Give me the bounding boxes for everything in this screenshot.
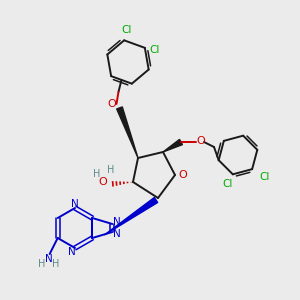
Text: Cl: Cl: [259, 172, 269, 182]
Polygon shape: [163, 140, 182, 152]
Text: N: N: [113, 217, 121, 227]
Text: Cl: Cl: [150, 45, 160, 55]
Text: H: H: [52, 259, 59, 269]
Text: O: O: [178, 170, 188, 180]
Text: O: O: [107, 99, 116, 109]
Text: N: N: [45, 254, 52, 264]
Text: O: O: [99, 177, 107, 187]
Text: N: N: [113, 229, 121, 239]
Text: O: O: [196, 136, 206, 146]
Text: H: H: [107, 165, 115, 175]
Text: H: H: [38, 259, 45, 269]
Polygon shape: [104, 197, 158, 235]
Text: Cl: Cl: [223, 179, 233, 189]
Text: H: H: [93, 169, 101, 179]
Text: Cl: Cl: [121, 25, 131, 35]
Text: N: N: [68, 247, 76, 257]
Polygon shape: [117, 107, 138, 158]
Text: N: N: [71, 199, 79, 209]
